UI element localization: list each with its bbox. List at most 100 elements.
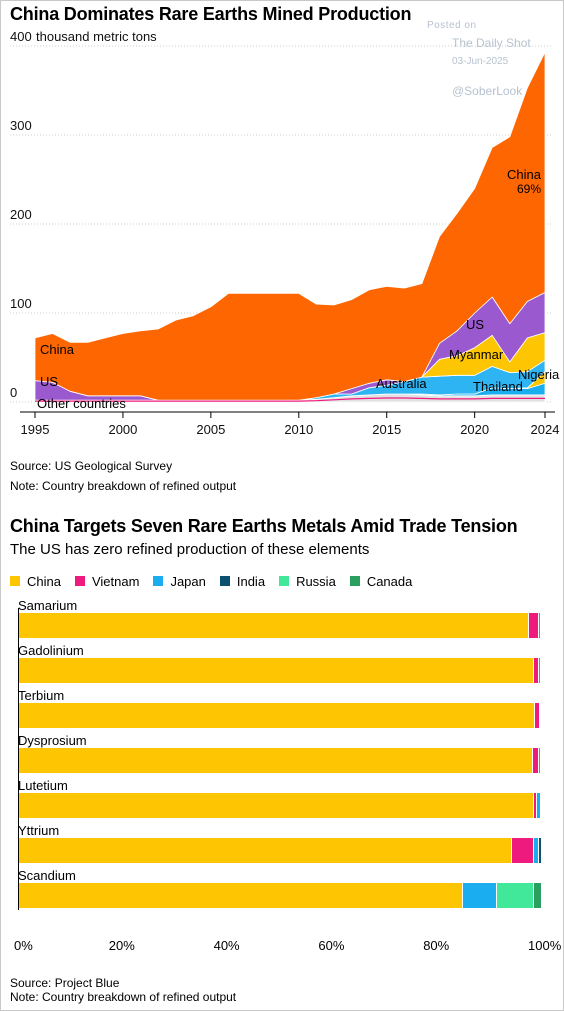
bar-segment-india xyxy=(539,838,542,863)
legend-swatch xyxy=(279,576,290,586)
bar-segment-india xyxy=(540,793,542,818)
label-myanmar: Myanmar xyxy=(449,347,504,362)
bar-category-label: Samarium xyxy=(18,598,78,613)
bar-segment-japan xyxy=(539,748,541,773)
bar-segment-vietnam xyxy=(528,613,540,638)
bar-category-label: Lutetium xyxy=(18,778,68,793)
label-thailand: Thailand xyxy=(473,379,523,394)
bar-row-lutetium xyxy=(18,793,542,818)
area-chart: 0 100 200 300 400 thousand metric tons 1995 200… xyxy=(10,29,560,437)
y-tick-label: 200 xyxy=(10,207,32,222)
bar-segment-india xyxy=(540,658,542,683)
legend-swatch xyxy=(10,576,20,586)
line-vietnam xyxy=(35,397,545,402)
bar-segment-vietnam xyxy=(511,838,535,863)
y-tick-label: 100 xyxy=(10,296,32,311)
legend-item-canada: Canada xyxy=(349,573,413,589)
legend-label: Canada xyxy=(366,573,413,589)
bar-row-yttrium xyxy=(18,838,542,863)
bottom-note: Note: Country breakdown of refined outpu… xyxy=(10,990,237,1004)
watermark-handle: @SoberLook xyxy=(452,84,523,98)
legend-label: Russia xyxy=(296,573,336,589)
legend-swatch xyxy=(219,576,230,586)
legend-swatch xyxy=(153,576,164,586)
bar-segment-japan xyxy=(536,793,541,818)
bar-x-tick-label: 60% xyxy=(318,938,345,953)
watermark-date: 03-Jun-2025 xyxy=(452,56,509,67)
bar-x-tick-label: 0% xyxy=(14,938,33,953)
y-tick-label: 300 xyxy=(10,118,32,133)
bar-row-gadolinium xyxy=(18,658,542,683)
bar-segment-russia xyxy=(497,883,535,908)
bar-legend: China Vietnam Japan India Russia Canada xyxy=(10,572,426,590)
label-other-countries: Other countries xyxy=(37,396,126,411)
bar-segment-vietnam xyxy=(534,703,540,728)
bottom-chart-title: China Targets Seven Rare Earths Metals A… xyxy=(10,516,518,536)
bar-segment-japan xyxy=(534,838,540,863)
bar-x-tick-label: 100% xyxy=(528,938,562,953)
y-tick-label: 0 xyxy=(10,385,17,400)
legend-swatch xyxy=(349,576,360,586)
bar-segment-canada xyxy=(534,883,542,908)
bar-segment-china xyxy=(18,883,464,908)
bar-y-axis-line xyxy=(18,608,19,910)
legend-item-russia: Russia xyxy=(279,574,336,589)
bar-segment-vietnam xyxy=(534,658,540,683)
bottom-source: Source: Project Blue xyxy=(10,976,120,990)
bar-segment-china xyxy=(18,613,529,638)
bar-segment-india xyxy=(541,703,542,728)
bar-x-tick-label: 80% xyxy=(423,938,450,953)
bar-category-label: Terbium xyxy=(18,688,65,703)
label-us: US xyxy=(40,374,58,389)
legend-item-vietnam: Vietnam xyxy=(74,573,140,589)
label-australia: Australia xyxy=(376,376,427,391)
bar-segment-india xyxy=(540,748,542,773)
bar-segment-china xyxy=(18,748,533,773)
top-note: Note: Country breakdown of refined outpu… xyxy=(10,479,237,493)
bar-x-tick-label: 20% xyxy=(108,938,135,953)
x-tick-label: 2010 xyxy=(284,422,313,437)
bar-segment-china xyxy=(18,703,535,728)
x-tick-label: 2000 xyxy=(108,422,137,437)
area-series-china xyxy=(34,51,546,401)
x-tick-label: 2020 xyxy=(460,422,489,437)
bar-segment-japan xyxy=(539,658,541,683)
bar-category-label: Dysprosium xyxy=(18,733,87,748)
top-chart-title: China Dominates Rare Earths Mined Produc… xyxy=(10,4,412,24)
bar-segment-japan xyxy=(539,613,541,638)
legend-swatch xyxy=(74,576,85,586)
legend-item-india: India xyxy=(219,574,265,589)
label-china: China xyxy=(40,342,75,357)
x-tick-label: 1995 xyxy=(21,422,50,437)
bar-row-terbium xyxy=(18,703,542,728)
legend-item-china: China xyxy=(10,574,61,589)
x-tick-label: 2005 xyxy=(196,422,225,437)
bar-x-tick-label: 40% xyxy=(213,938,240,953)
bar-segment-china xyxy=(18,838,512,863)
x-tick-label: 2015 xyxy=(372,422,401,437)
y-unit-label: thousand metric tons xyxy=(36,29,157,44)
bar-row-dysprosium xyxy=(18,748,542,773)
bar-segment-vietnam xyxy=(532,748,540,773)
bottom-chart-subtitle: The US has zero refined production of th… xyxy=(10,541,370,558)
label-us-top: US xyxy=(466,317,484,332)
bar-category-label: Scandium xyxy=(18,868,76,883)
legend-label: China xyxy=(27,573,61,589)
y-tick-label: 400 xyxy=(10,29,32,44)
legend-label: Vietnam xyxy=(91,573,140,589)
bar-category-label: Gadolinium xyxy=(18,643,84,658)
label-nigeria: Nigeria xyxy=(518,367,560,382)
bar-segment-japan xyxy=(463,883,498,908)
bar-row-samarium xyxy=(18,613,542,638)
bar-segment-japan xyxy=(540,703,541,728)
bar-segment-china xyxy=(18,658,535,683)
bar-segment-china xyxy=(18,793,535,818)
label-china-share: 69% xyxy=(517,182,541,196)
top-source: Source: US Geological Survey xyxy=(10,459,173,473)
legend-item-japan: Japan xyxy=(153,573,206,589)
bar-row-scandium xyxy=(18,883,542,908)
label-china-top: China xyxy=(507,167,542,182)
bar-segment-india xyxy=(540,613,542,638)
legend-label: Japan xyxy=(170,573,206,589)
watermark-posted: Posted on xyxy=(427,20,477,31)
